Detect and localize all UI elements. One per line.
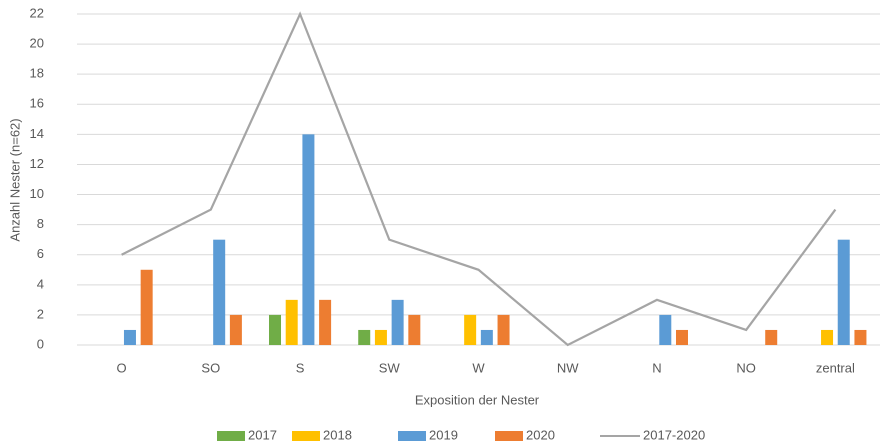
bar: [319, 299, 332, 345]
bar: [140, 269, 153, 345]
y-tick-label: 18: [30, 66, 44, 81]
bar: [497, 314, 510, 345]
bar: [821, 329, 834, 345]
bar: [408, 314, 421, 345]
bar: [358, 329, 371, 345]
bar: [391, 299, 404, 345]
legend-swatch: [398, 431, 426, 441]
bar: [302, 134, 315, 345]
x-tick-label: W: [472, 360, 485, 375]
x-tick-label: zentral: [816, 360, 855, 375]
legend-label: 2020: [526, 427, 555, 442]
x-tick-label: NW: [557, 360, 579, 375]
x-tick-label: N: [652, 360, 661, 375]
y-tick-label: 16: [30, 96, 44, 111]
bar: [854, 329, 867, 345]
legend-swatch: [292, 431, 320, 441]
bar: [213, 239, 226, 345]
bar: [269, 314, 282, 345]
x-tick-label: NO: [736, 360, 756, 375]
y-tick-label: 0: [37, 336, 44, 351]
y-tick-label: 4: [37, 276, 44, 291]
bar: [659, 314, 672, 345]
y-tick-label: 12: [30, 156, 44, 171]
x-axis-title: Exposition der Nester: [415, 392, 540, 407]
x-tick-label: SW: [379, 360, 401, 375]
legend-label: 2017: [248, 427, 277, 442]
bar: [123, 329, 136, 345]
legend-label: 2017-2020: [643, 427, 705, 442]
x-tick-label: SO: [201, 360, 220, 375]
bar: [480, 329, 493, 345]
y-tick-label: 2: [37, 306, 44, 321]
bar: [229, 314, 242, 345]
legend-label: 2018: [323, 427, 352, 442]
y-tick-label: 8: [37, 216, 44, 231]
y-tick-label: 22: [30, 5, 44, 20]
y-axis-title: Anzahl Nester (n=62): [7, 118, 22, 241]
y-tick-label: 20: [30, 36, 44, 51]
bar: [285, 299, 298, 345]
y-tick-label: 14: [30, 126, 44, 141]
bar: [765, 329, 778, 345]
legend-label: 2019: [429, 427, 458, 442]
bar: [675, 329, 688, 345]
y-tick-label: 10: [30, 186, 44, 201]
x-tick-label: O: [117, 360, 127, 375]
x-tick-label: S: [296, 360, 305, 375]
legend-swatch: [217, 431, 245, 441]
line: [121, 11, 837, 347]
bar: [374, 329, 387, 345]
bar: [464, 314, 477, 345]
legend-swatch: [495, 431, 523, 441]
bar: [837, 239, 850, 345]
y-tick-label: 6: [37, 246, 44, 261]
